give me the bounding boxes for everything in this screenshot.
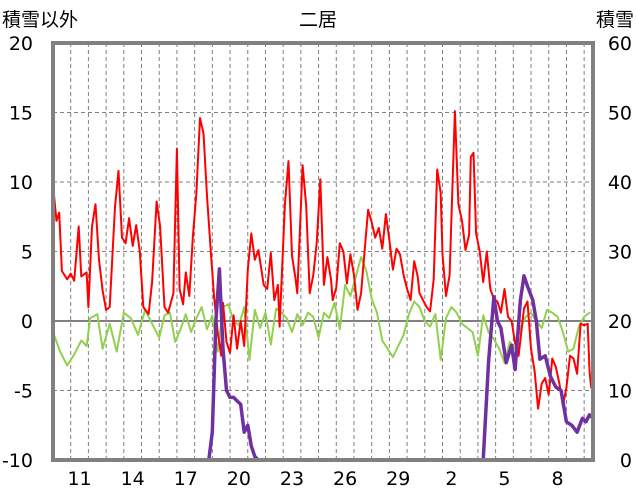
right-tick-labels: 60 50 40 30 20 10 0: [608, 33, 632, 472]
x-tick-label: 2: [445, 468, 457, 490]
right-tick-label: 20: [608, 311, 632, 333]
x-tick-label: 29: [386, 468, 410, 490]
left-tick-label: 15: [9, 103, 33, 125]
right-tick-label: 30: [608, 242, 632, 264]
left-tick-label: 20: [9, 33, 33, 55]
right-tick-label: 60: [608, 33, 632, 55]
x-tick-label: 23: [280, 468, 304, 490]
x-tick-label: 26: [333, 468, 357, 490]
left-tick-label: 10: [9, 172, 33, 194]
series-line: [51, 267, 595, 462]
left-tick-label: -10: [2, 450, 33, 472]
series-line: [52, 110, 593, 410]
series-line: [52, 256, 591, 367]
left-tick-label: -5: [14, 381, 33, 403]
right-tick-label: 0: [620, 450, 632, 472]
x-tick-label: 14: [121, 468, 145, 490]
series-lines: [51, 110, 595, 462]
right-axis-label: 積雪: [596, 9, 634, 31]
x-tick-label: 8: [552, 468, 564, 490]
left-tick-labels: 20 15 10 5 0 -5 -10: [2, 33, 33, 472]
left-tick-label: 0: [21, 311, 33, 333]
right-tick-label: 10: [608, 381, 632, 403]
right-tick-label: 50: [608, 103, 632, 125]
right-tick-label: 40: [608, 172, 632, 194]
x-tick-label: 20: [227, 468, 251, 490]
x-tick-label: 17: [174, 468, 198, 490]
x-tick-label: 5: [498, 468, 510, 490]
plot-frame: [51, 41, 595, 462]
x-tick-labels: 11 14 17 20 23 26 29 2 5 8: [67, 468, 563, 490]
x-tick-label: 11: [67, 468, 91, 490]
left-tick-label: 5: [21, 242, 33, 264]
left-axis-label: 積雪以外: [2, 9, 78, 31]
chart-title: 二居: [299, 9, 337, 31]
